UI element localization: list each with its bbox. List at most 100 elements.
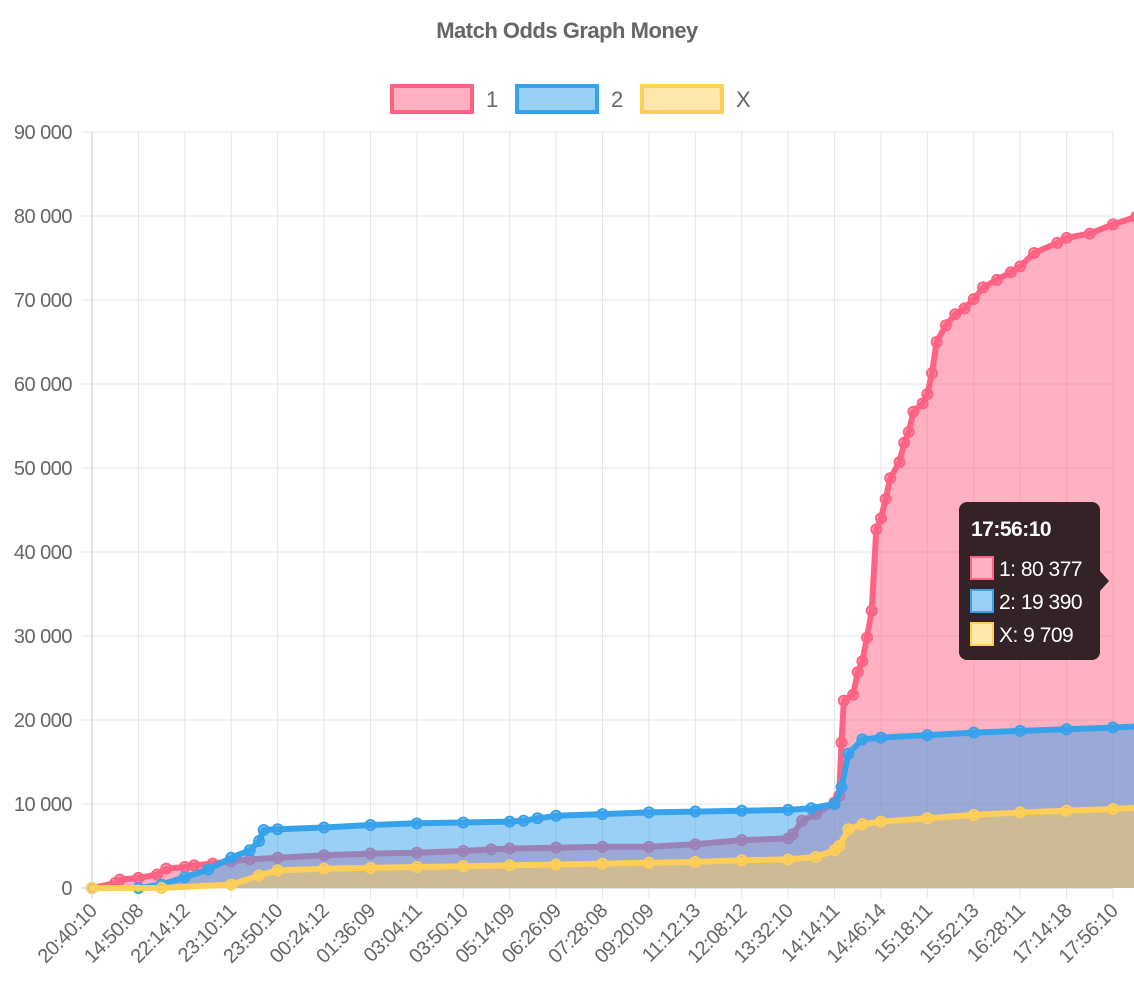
series-1-point[interactable]	[1028, 246, 1041, 259]
series-X-point[interactable]	[782, 853, 795, 866]
series-2-point[interactable]	[503, 815, 516, 828]
series-X-point[interactable]	[833, 840, 846, 852]
series-1-point[interactable]	[884, 472, 897, 485]
series-1-point[interactable]	[847, 688, 860, 701]
series-2-point[interactable]	[842, 747, 855, 760]
series-1-point[interactable]	[879, 493, 892, 506]
series-1-point[interactable]	[939, 319, 952, 332]
series-1-point[interactable]	[837, 694, 850, 707]
series-1-point[interactable]	[150, 868, 163, 881]
series-1-point[interactable]	[160, 862, 173, 875]
series-X-point[interactable]	[921, 812, 934, 825]
series-X-point[interactable]	[364, 861, 377, 874]
series-2-point[interactable]	[782, 803, 795, 816]
series-1-point[interactable]	[851, 666, 864, 679]
series-2-point[interactable]	[202, 863, 215, 876]
series-2-point[interactable]	[253, 834, 266, 847]
series-X-point[interactable]	[503, 859, 516, 872]
series-2-point[interactable]	[531, 812, 544, 825]
series-X-point[interactable]	[689, 855, 702, 868]
series-2-point[interactable]	[457, 816, 470, 829]
series-1-point[interactable]	[916, 397, 929, 410]
series-X-point[interactable]	[225, 878, 238, 891]
series-2-point[interactable]	[410, 817, 423, 830]
series-X-point[interactable]	[1060, 804, 1073, 817]
series-1-point[interactable]	[990, 273, 1003, 286]
series-1-point[interactable]	[874, 512, 887, 525]
series-2-point[interactable]	[689, 805, 702, 818]
series-1-point[interactable]	[967, 293, 980, 306]
series-X-point[interactable]	[874, 815, 887, 828]
series-2-point[interactable]	[550, 809, 563, 822]
legend-label-1[interactable]: 1	[486, 87, 498, 112]
series-2-point[interactable]	[856, 733, 869, 746]
series-1-point[interactable]	[870, 523, 883, 536]
series-2-point[interactable]	[1060, 723, 1073, 736]
series-X-point[interactable]	[1014, 806, 1027, 819]
series-2-point[interactable]	[874, 731, 887, 744]
series-1-point[interactable]	[902, 425, 915, 438]
series-X-point[interactable]	[967, 808, 980, 821]
series-1-point[interactable]	[861, 631, 874, 644]
series-1-point[interactable]	[1060, 231, 1073, 244]
series-1-point[interactable]	[977, 281, 990, 294]
series-2-point[interactable]	[967, 726, 980, 739]
series-1-point[interactable]	[856, 655, 869, 668]
series-2-point[interactable]	[271, 823, 284, 836]
series-1-point[interactable]	[921, 388, 934, 401]
series-1-point[interactable]	[898, 436, 911, 449]
series-1-point[interactable]	[907, 405, 920, 418]
series-X-point[interactable]	[642, 856, 655, 869]
legend-label-X[interactable]: X	[736, 87, 751, 112]
series-X-point[interactable]	[809, 850, 822, 863]
series-X-point[interactable]	[318, 862, 331, 875]
series-2-point[interactable]	[243, 844, 256, 857]
legend-swatch-1[interactable]	[390, 84, 474, 114]
series-1-point[interactable]	[865, 604, 878, 617]
series-1-point[interactable]	[1004, 266, 1017, 279]
series-1-point[interactable]	[1083, 227, 1096, 240]
series-2-point[interactable]	[642, 806, 655, 819]
legend-label-2[interactable]: 2	[611, 87, 623, 112]
series-2-point[interactable]	[364, 819, 377, 831]
series-1-point[interactable]	[188, 859, 201, 872]
series-2-point[interactable]	[735, 804, 748, 817]
series-1-point[interactable]	[958, 302, 971, 315]
series-2-point[interactable]	[517, 814, 530, 827]
series-1-point[interactable]	[178, 861, 191, 873]
series-X-point[interactable]	[155, 882, 168, 894]
series-2-point[interactable]	[1014, 724, 1027, 737]
series-1-point[interactable]	[1130, 211, 1134, 223]
series-1-point[interactable]	[893, 456, 906, 469]
series-1-point[interactable]	[1014, 260, 1027, 273]
series-2-point[interactable]	[178, 871, 191, 884]
series-X-point[interactable]	[856, 818, 869, 831]
series-2-point[interactable]	[835, 781, 848, 794]
series-2-point[interactable]	[828, 798, 841, 810]
series-2-point[interactable]	[596, 808, 609, 821]
series-2-point[interactable]	[318, 821, 331, 834]
series-X-point[interactable]	[550, 858, 563, 871]
series-X-point[interactable]	[842, 823, 855, 836]
series-1-point[interactable]	[132, 871, 145, 884]
series-X-point[interactable]	[735, 854, 748, 867]
series-2-point[interactable]	[921, 729, 934, 742]
series-X-point[interactable]	[410, 861, 423, 873]
series-X-point[interactable]	[86, 882, 98, 894]
series-2-point[interactable]	[225, 851, 238, 864]
series-X-point[interactable]	[457, 860, 470, 873]
series-1-point[interactable]	[926, 367, 939, 380]
series-X-point[interactable]	[253, 869, 266, 882]
series-1-point[interactable]	[113, 873, 126, 886]
series-1-point[interactable]	[835, 736, 848, 749]
series-X-point[interactable]	[271, 864, 284, 877]
series-2-point[interactable]	[805, 802, 818, 815]
series-1-point[interactable]	[1051, 236, 1064, 249]
series-1-point[interactable]	[1107, 218, 1119, 231]
series-2-point[interactable]	[257, 824, 270, 837]
series-1-point[interactable]	[949, 308, 962, 321]
series-2-point[interactable]	[1107, 721, 1119, 734]
series-1-point[interactable]	[930, 336, 943, 348]
legend-swatch-2[interactable]	[515, 84, 599, 114]
series-X-point[interactable]	[1107, 803, 1119, 816]
